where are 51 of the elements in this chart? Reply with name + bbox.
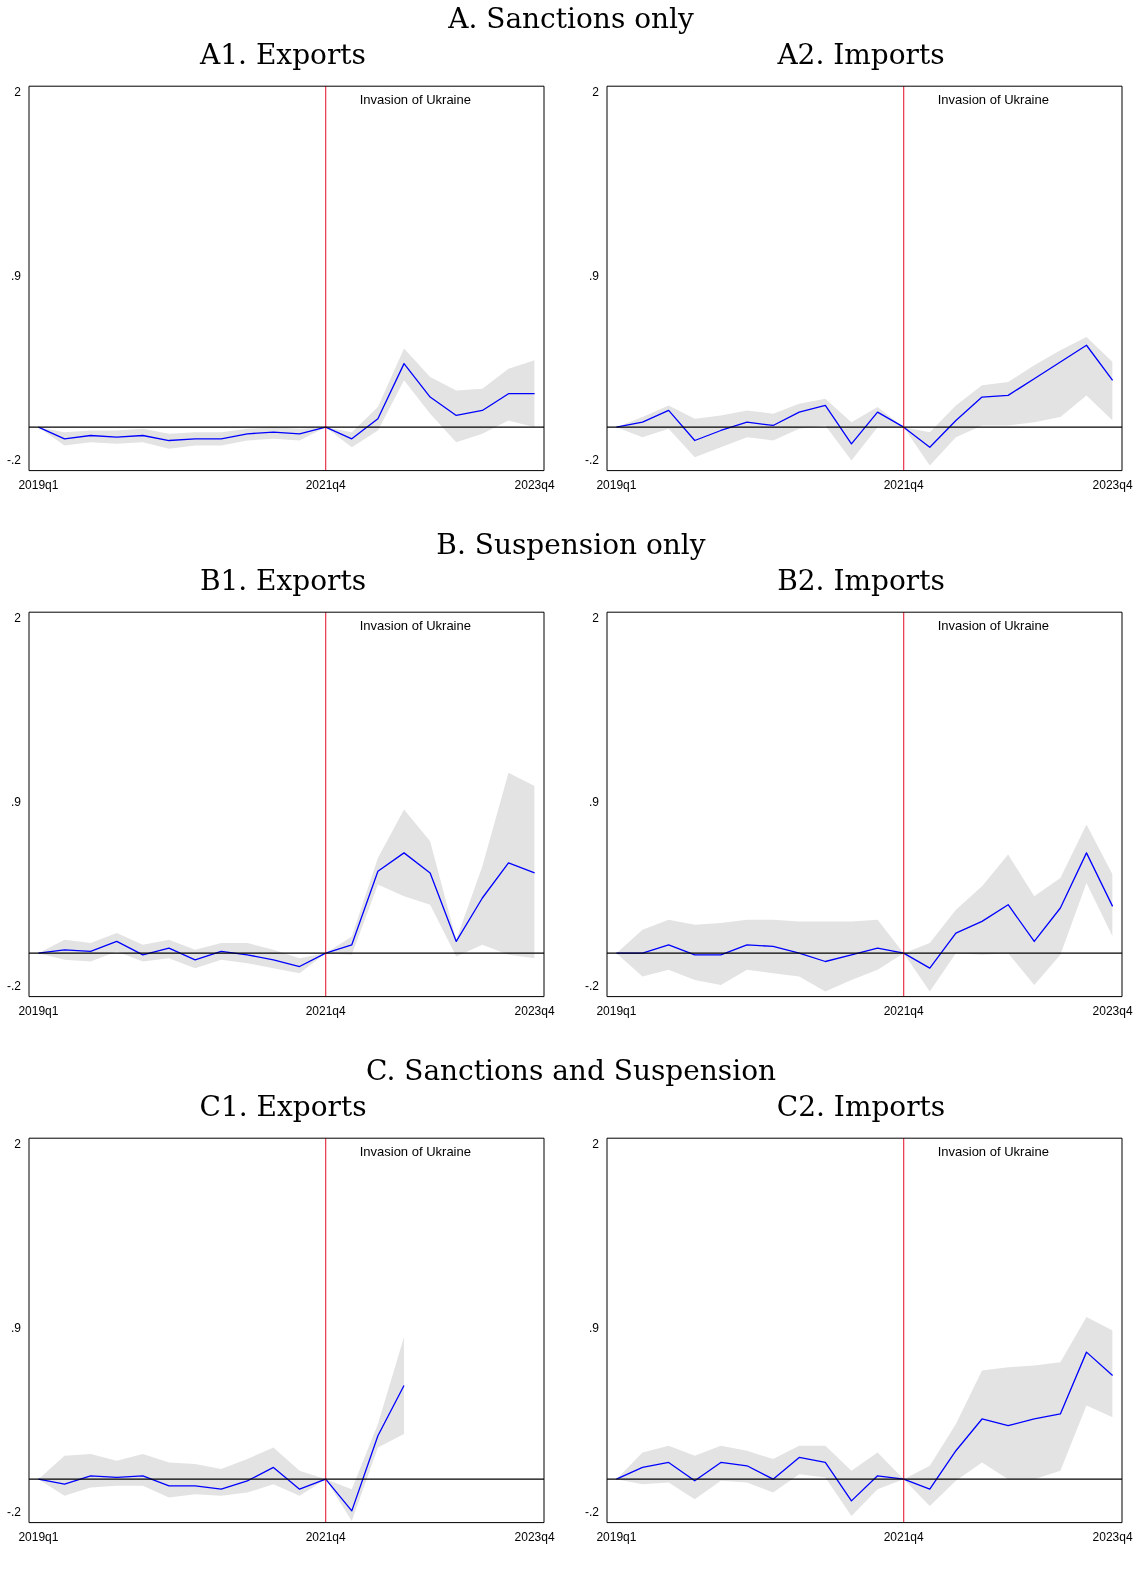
chart-title: A1. Exports [198,38,367,71]
x-tick-label: 2023q4 [1092,1004,1133,1019]
x-tick-label: 2023q4 [514,1530,555,1545]
chart-title: C1. Exports [198,1090,368,1123]
x-tick-label: 2021q4 [305,1530,347,1545]
x-tick-label: 2023q4 [1092,1530,1133,1545]
y-tick-label: .9 [588,269,600,284]
x-tick-label: 2023q4 [514,478,555,493]
chart-title: B2. Imports [776,564,946,597]
chart-title: C2. Imports [775,1090,947,1123]
y-tick-label: 2 [592,611,600,626]
y-tick-label: 2 [14,1137,22,1152]
ref-line-label: Invasion of Ukraine [937,92,1049,108]
y-tick-label: .9 [10,1321,22,1336]
y-tick-label: -.2 [6,978,22,993]
ref-line-label: Invasion of Ukraine [359,92,471,108]
y-tick-label: -.2 [584,978,600,993]
x-tick-label: 2023q4 [1092,478,1133,493]
y-tick-label: -.2 [6,1504,22,1519]
y-tick-label: .9 [588,1321,600,1336]
text: A. Sanctions only [447,2,695,35]
ref-line-label: Invasion of Ukraine [937,618,1049,634]
y-tick-label: 2 [14,611,22,626]
x-tick-label: 2019q1 [18,478,59,493]
ref-line-label: Invasion of Ukraine [937,1144,1049,1160]
x-tick-label: 2023q4 [514,1004,555,1019]
y-tick-label: -.2 [584,1504,600,1519]
y-tick-label: .9 [588,795,600,810]
x-tick-label: 2019q1 [596,478,637,493]
y-tick-label: -.2 [584,452,600,467]
chart-title: A2. Imports [776,38,946,71]
y-tick-label: 2 [592,1137,600,1152]
x-tick-label: 2021q4 [883,478,925,493]
y-tick-label: .9 [10,795,22,810]
ref-line-label: Invasion of Ukraine [359,618,471,634]
x-tick-label: 2019q1 [596,1530,637,1545]
text: C. Sanctions and Suspension [364,1054,778,1087]
y-tick-label: 2 [14,85,22,100]
x-tick-label: 2021q4 [883,1530,925,1545]
y-tick-label: 2 [592,85,600,100]
x-tick-label: 2019q1 [596,1004,637,1019]
x-tick-label: 2019q1 [18,1004,59,1019]
x-tick-label: 2021q4 [305,478,347,493]
y-tick-label: .9 [10,269,22,284]
x-tick-label: 2021q4 [883,1004,925,1019]
x-tick-label: 2021q4 [305,1004,347,1019]
x-tick-label: 2019q1 [18,1530,59,1545]
ref-line-label: Invasion of Ukraine [359,1144,471,1160]
text: B. Suspension only [435,528,707,561]
chart-title: B1. Exports [198,564,368,597]
y-tick-label: -.2 [6,452,22,467]
